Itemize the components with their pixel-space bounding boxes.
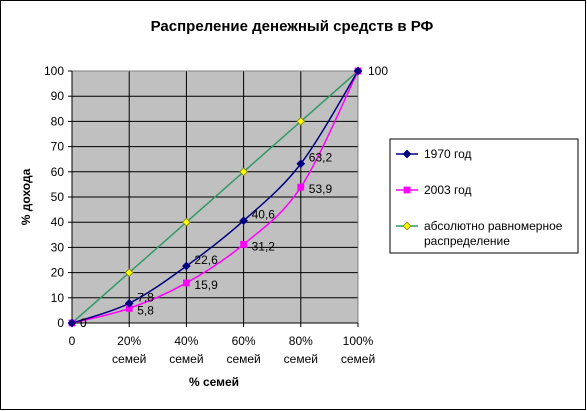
data-label: 15,9: [194, 278, 218, 292]
series-point-0: [124, 298, 134, 308]
x-tick-label: семей: [112, 352, 146, 366]
series-point-2: [239, 167, 248, 177]
y-tick-label: 10: [51, 291, 65, 305]
y-tick-label: 30: [51, 240, 65, 254]
legend-box: [389, 138, 579, 254]
data-label: 100: [368, 64, 388, 78]
series-point-0: [296, 159, 306, 169]
y-tick-label: 70: [51, 140, 65, 154]
legend-label-2: абсолютно равномерное: [424, 219, 563, 233]
data-label: 31,2: [252, 239, 276, 253]
data-label: 53,9: [309, 182, 333, 196]
y-tick-label: 0: [57, 316, 64, 330]
data-label: 40,6: [252, 208, 276, 222]
series-point-0: [67, 318, 77, 328]
series-point-1: [182, 279, 190, 287]
legend-marker-2: [402, 221, 412, 231]
data-label: 5,8: [137, 303, 154, 317]
x-tick-label: 80%: [289, 334, 313, 348]
y-tick-label: 50: [51, 190, 65, 204]
x-tick-label: 20%: [117, 334, 141, 348]
x-tick-label: 100%: [343, 334, 374, 348]
legend-marker-1: [403, 186, 411, 194]
x-tick-label: семей: [284, 352, 318, 366]
x-tick-label: 0: [69, 334, 76, 348]
data-label: 0: [80, 316, 87, 330]
chart-title: Распреление денежный средств в РФ: [151, 18, 434, 35]
y-tick-label: 90: [51, 89, 65, 103]
legend-marker-0: [402, 149, 412, 159]
legend-label-2: распределение: [424, 234, 510, 248]
legend-label-0: 1970 год: [424, 147, 472, 161]
y-tick-label: 20: [51, 266, 65, 280]
plot-area: 0 10 20 30 40 50 60 70 80 90 100 0 20% семей 40% семей 6…: [44, 64, 388, 366]
data-label: 7,8: [137, 290, 154, 304]
series-point-0: [353, 66, 363, 76]
series-point-2: [124, 268, 134, 277]
x-tick-label: 60%: [232, 334, 256, 348]
y-tick-label: 100: [44, 64, 64, 78]
data-label: 63,2: [309, 151, 333, 165]
data-label: 22,6: [194, 253, 218, 267]
y-tick-label: 80: [51, 114, 65, 128]
x-tick-label: 40%: [174, 334, 198, 348]
x-axis-title: % семей: [189, 375, 239, 389]
series-point-1: [297, 183, 305, 191]
series-point-0: [182, 261, 191, 271]
series-line-2: [71, 70, 359, 324]
series-point-2: [296, 117, 306, 126]
y-axis-title: % дохода: [19, 168, 33, 225]
y-tick-label: 40: [51, 215, 65, 229]
x-tick-label: семей: [169, 352, 203, 366]
x-tick-label: семей: [341, 352, 375, 366]
series-point-1: [240, 240, 248, 248]
legend: 1970 год 2003 год абсолютно равномерноерас…: [389, 138, 579, 254]
data-label: 0: [80, 316, 87, 330]
x-tick-label: семей: [226, 352, 260, 366]
series-point-0: [239, 216, 248, 226]
y-tick-label: 60: [51, 165, 65, 179]
legend-label-1: 2003 год: [424, 183, 472, 197]
series-point-2: [182, 217, 191, 227]
